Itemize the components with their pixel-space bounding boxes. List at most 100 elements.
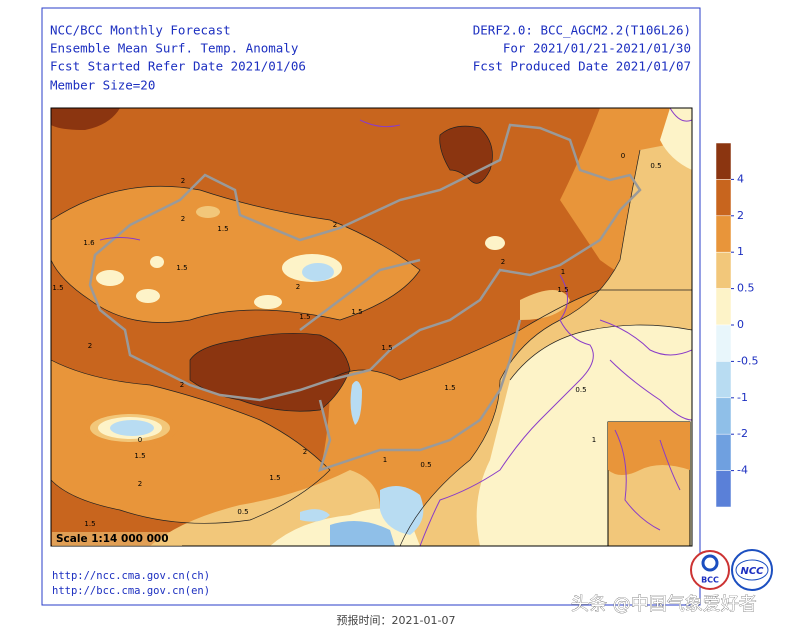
anomaly-zone (51, 186, 420, 323)
bcc-logo-text: BCC (701, 576, 719, 585)
contour-label: 2 (181, 215, 185, 223)
anomaly-zone (300, 509, 330, 522)
contour-line (189, 333, 351, 412)
colorbar-tick-label: 0 (737, 318, 744, 331)
contour-label: 1 (561, 268, 565, 276)
colorbar-segment (715, 251, 732, 289)
contour-label: 2 (333, 221, 337, 229)
inset-zone (608, 422, 690, 475)
anomaly-zone (350, 381, 362, 425)
contour-label: 1.5 (351, 308, 362, 316)
coastline (99, 108, 692, 241)
colorbar-segment (715, 470, 732, 508)
anomaly-zone (51, 360, 330, 524)
colorbar-segment (715, 215, 732, 253)
contour-label: 2 (88, 342, 92, 350)
map (51, 108, 692, 546)
contour-label: 2 (296, 283, 300, 291)
inset-coastline (614, 429, 681, 531)
scale-bg (52, 532, 182, 546)
header-right-line: Fcst Produced Date 2021/01/07 (473, 59, 691, 74)
scale-label: Scale 1:14 000 000 (56, 533, 169, 545)
contour-label: 1 (383, 456, 387, 464)
contour-label: 1.5 (52, 284, 63, 292)
contour-label: 1.5 (557, 286, 568, 294)
colorbar-tick-label: -1 (737, 391, 748, 404)
header-left-line: Member Size=20 (50, 78, 155, 93)
colorbar-tick-label: -0.5 (737, 354, 758, 367)
contour-label: 1.5 (444, 384, 455, 392)
header-right-line: For 2021/01/21-2021/01/30 (503, 41, 691, 56)
contour-label: 0 (621, 152, 625, 160)
colorbar-tick-label: 2 (737, 209, 744, 222)
contour-label: 1.5 (269, 474, 280, 482)
anomaly-zone (51, 108, 120, 130)
contour-label: 0.5 (575, 386, 586, 394)
anomaly-zone (330, 521, 395, 546)
anomaly-zone (136, 289, 160, 303)
contour-line (509, 324, 692, 381)
contour-label: 0.5 (420, 461, 431, 469)
contour-label: 1.5 (381, 344, 392, 352)
contour-label: 0.5 (650, 162, 661, 170)
contour-label: 1.5 (217, 225, 228, 233)
anomaly-zone (110, 420, 154, 436)
contour-label: 0.5 (237, 508, 248, 516)
colorbar-tick-label: 1 (737, 245, 744, 258)
contour-label: 1.5 (134, 452, 145, 460)
contour-label: 2 (181, 177, 185, 185)
colorbar-segment (715, 179, 732, 217)
header-left-line: Fcst Started Refer Date 2021/01/06 (50, 59, 306, 74)
border-line (299, 258, 522, 472)
anomaly-zone (150, 256, 164, 268)
contour-line (51, 359, 331, 524)
header-left-line: Ensemble Mean Surf. Temp. Anomaly (50, 41, 299, 56)
anomaly-zone (520, 290, 570, 320)
anomaly-zone (190, 333, 350, 412)
colorbar-segment (715, 433, 732, 471)
contour-line (439, 125, 493, 184)
colorbar-segment (715, 324, 732, 362)
colorbar: 4 2 1 0.5 0 -0.5 -1 -2 -4 (715, 142, 758, 508)
colorbar-tick-label: -4 (737, 464, 748, 477)
header-left-line: NCC/BCC Monthly Forecast (50, 23, 231, 38)
link[interactable]: http://ncc.cma.gov.cn(ch) (52, 570, 210, 582)
contour-label: 2 (501, 258, 505, 266)
colorbar-tick-label: -2 (737, 427, 748, 440)
map-frame (50, 107, 693, 547)
watermark: 头条 @中国气象爱好者 (571, 594, 757, 615)
contour-labels: 2 2 1.5 1.6 1.5 1.5 2 2 1.5 1.5 1.5 2 2 1.5 0 1.5 2 1.5 0.… (52, 152, 661, 528)
coastline (599, 319, 692, 421)
link[interactable]: http://bcc.cma.gov.cn(en) (52, 585, 210, 597)
anomaly-zone (660, 108, 692, 170)
frame (41, 7, 701, 606)
contour-label: 1.5 (299, 313, 310, 321)
ncc-logo (731, 549, 773, 591)
contour-label: 1.5 (84, 520, 95, 528)
ncc-logo-mark (735, 559, 769, 581)
contour-label: 1.5 (176, 264, 187, 272)
colorbar-segment (715, 288, 732, 326)
colorbar-segment (715, 397, 732, 435)
bcc-logo-mark (701, 554, 719, 572)
footer: 预报时间：2021-01-07 (337, 613, 456, 627)
contour-label: 0 (138, 436, 142, 444)
anomaly-zone (196, 206, 220, 218)
anomaly-zone (96, 270, 124, 286)
colorbar-segment (715, 361, 732, 399)
contour-label: 2 (138, 480, 142, 488)
colorbar-tick-label: 4 (737, 172, 744, 185)
contour-label: 2 (180, 381, 184, 389)
contour-line (399, 149, 641, 546)
contour-label: 1 (592, 436, 596, 444)
anomaly-zone (302, 263, 334, 281)
header-right-line: DERF2.0: BCC_AGCM2.2(T106L26) (473, 23, 691, 38)
contour-line (51, 185, 421, 323)
contour-label: 1.6 (83, 239, 95, 247)
anomaly-zone (485, 236, 505, 250)
ncc-logo-text: NCC (740, 566, 764, 577)
border-line (88, 123, 642, 402)
anomaly-zone (254, 295, 282, 309)
